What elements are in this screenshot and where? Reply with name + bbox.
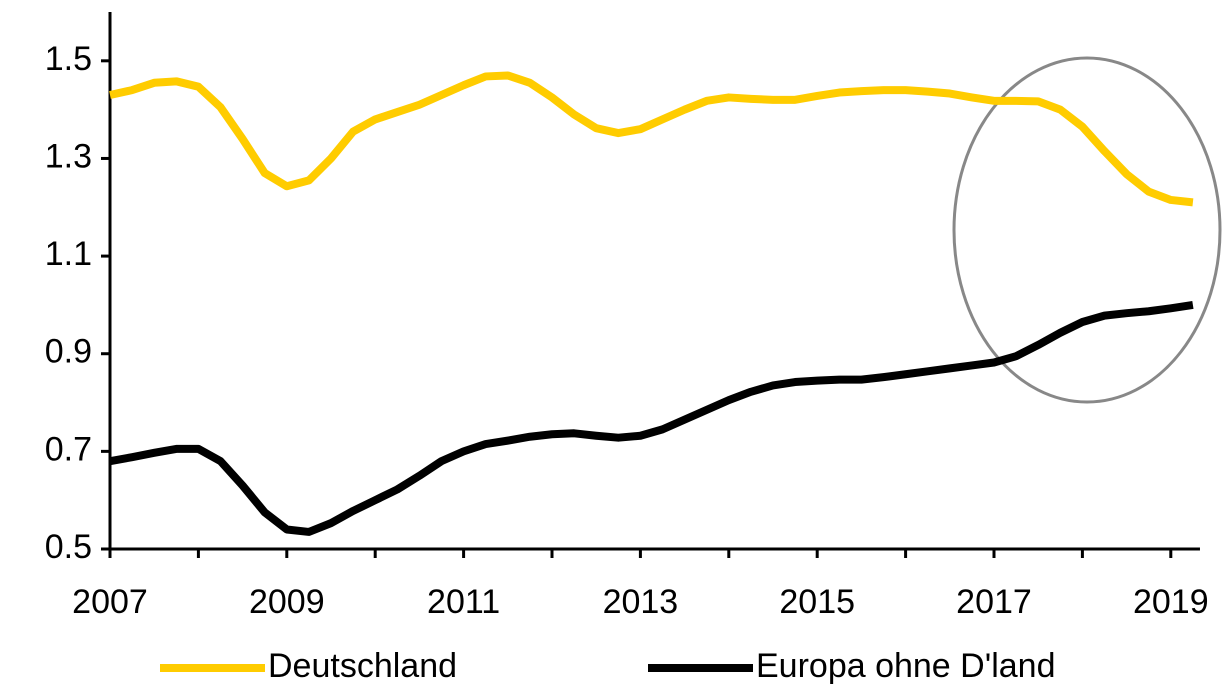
- y-tick-label: 0.7: [45, 430, 92, 468]
- x-tick-label: 2007: [72, 583, 148, 621]
- series-line: [109, 71, 1194, 207]
- x-tick-label: 2015: [779, 583, 855, 621]
- y-tick-label: 1.5: [45, 40, 92, 78]
- highlight-ellipse: [952, 56, 1222, 404]
- y-tick-label: 1.3: [45, 137, 92, 175]
- series-line: [109, 300, 1194, 536]
- x-tick-label: 2019: [1133, 583, 1209, 621]
- x-tick-label: 2011: [427, 583, 500, 621]
- y-tick-label: 1.1: [45, 235, 92, 273]
- x-tick-label: 2013: [603, 583, 679, 621]
- y-tick-label: 0.9: [45, 333, 92, 371]
- legend-label: Europa ohne D'land: [756, 647, 1056, 685]
- x-tick-label: 2009: [249, 583, 325, 621]
- y-tick-label: 0.5: [45, 528, 92, 566]
- legend-label: Deutschland: [268, 647, 457, 685]
- x-tick-label: 2017: [956, 583, 1032, 621]
